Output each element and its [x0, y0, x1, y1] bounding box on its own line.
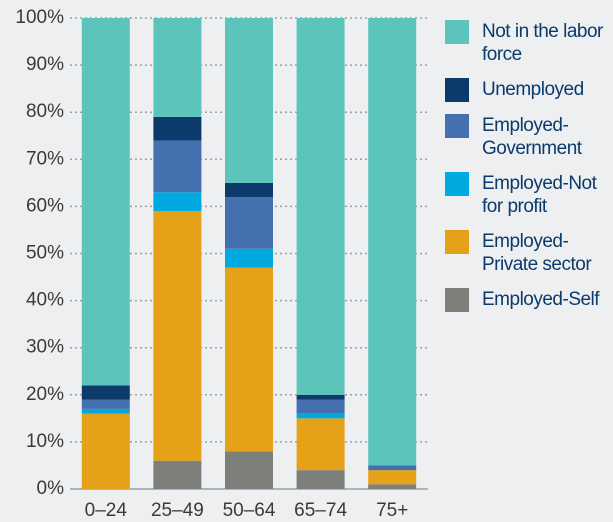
legend-entry: Not in the labor force	[445, 20, 613, 66]
x-tick-label: 25–49	[151, 500, 204, 521]
legend-label: Unemployed	[482, 79, 584, 100]
bar-segment	[225, 182, 273, 197]
bar-segment	[225, 248, 273, 268]
legend-entry: Employed-Government	[445, 114, 613, 160]
y-tick-label: 40%	[26, 290, 64, 311]
y-tick-label: 70%	[26, 148, 64, 169]
bar-segment	[153, 211, 202, 461]
bar-segment	[225, 451, 273, 489]
legend-swatch	[445, 78, 469, 102]
bar-segment	[81, 385, 130, 400]
bar-segment	[225, 267, 273, 452]
bar-segment	[225, 18, 273, 183]
x-tick-label: 0–24	[85, 500, 128, 521]
legend-swatch	[445, 20, 469, 44]
bar-segment	[296, 399, 345, 414]
legend-swatch	[445, 288, 469, 312]
bar-segment	[368, 465, 417, 471]
bar-segment	[153, 116, 202, 141]
bar-segment	[296, 470, 345, 489]
y-tick-label: 100%	[15, 7, 64, 28]
bar-segment	[153, 192, 202, 212]
bar-segment	[368, 18, 417, 466]
bar-segment	[296, 418, 345, 471]
legend-swatch	[445, 114, 469, 138]
bar-segment	[81, 413, 130, 489]
y-tick-label: 30%	[26, 337, 64, 358]
legend-swatch	[445, 172, 469, 196]
bar-segment	[296, 394, 345, 400]
legend-entry: Unemployed	[445, 78, 613, 102]
bar-segment	[296, 18, 345, 395]
y-tick-label: 10%	[26, 431, 64, 452]
bar-segment	[153, 18, 202, 117]
bar-segment	[153, 460, 202, 489]
y-tick-label: 80%	[26, 101, 64, 122]
bar-segment	[81, 408, 130, 414]
y-tick-label: 60%	[26, 195, 64, 216]
legend-label: Employed-Private sector	[482, 231, 592, 275]
bar-segment	[81, 18, 130, 386]
legend-swatch	[445, 230, 469, 254]
legend-label: Not in the labor force	[482, 21, 603, 65]
bar-segment	[296, 413, 345, 419]
y-tick-label: 50%	[26, 243, 64, 264]
legend: Not in the labor force Unemployed Employed…	[445, 20, 613, 312]
y-tick-label: 20%	[26, 384, 64, 405]
legend-entry: Employed-Not for profit	[445, 172, 613, 218]
bar-segment	[153, 140, 202, 193]
x-tick-label: 65–74	[294, 500, 347, 521]
bar-segment	[368, 470, 417, 485]
plot: 0% 10% 20% 30% 40% 50% 60% 70% 80% 90% 100% 0–24 25–…	[15, 7, 428, 521]
legend-label: Employed-Self	[482, 289, 600, 310]
x-tick-label: 50–64	[223, 500, 276, 521]
legend-entry: Employed-Self	[445, 288, 613, 312]
legend-label: Employed-Not for profit	[482, 173, 597, 217]
y-tick-label: 90%	[26, 54, 64, 75]
legend-label: Employed-Government	[482, 115, 582, 159]
y-tick-label: 0%	[37, 478, 65, 499]
x-tick-label: 75+	[376, 500, 408, 521]
bar-segment	[225, 196, 273, 249]
bar-segment	[81, 399, 130, 409]
legend-entry: Employed-Private sector	[445, 230, 613, 276]
bar-segment	[368, 484, 417, 489]
